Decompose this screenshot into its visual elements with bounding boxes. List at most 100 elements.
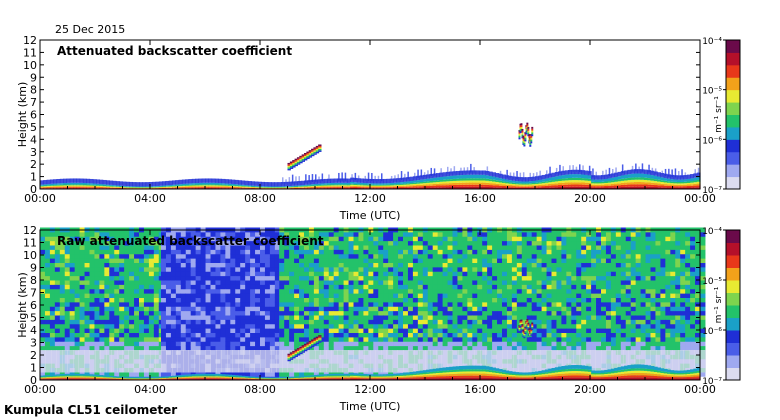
boundary-layer-cell <box>66 184 71 186</box>
noise-cell <box>467 249 473 255</box>
boundary-layer-cell <box>205 186 209 188</box>
noise-cell <box>129 271 135 277</box>
noise-cell <box>264 315 271 320</box>
boundary-layer-cell <box>502 178 506 182</box>
noise-cell <box>274 319 281 325</box>
noise-cell <box>109 280 115 285</box>
noise-cell <box>225 310 231 316</box>
cloud-cell <box>311 150 315 152</box>
noise-cell <box>442 288 449 294</box>
boundary-layer-cell <box>49 186 54 188</box>
boundary-layer-cell <box>73 182 77 185</box>
boundary-layer-cell <box>228 186 232 188</box>
noise-cell <box>84 284 90 290</box>
boundary-layer-cell <box>383 184 388 186</box>
cloud-cell <box>526 124 529 127</box>
noise-cell <box>245 249 251 255</box>
noise-cell <box>457 341 463 347</box>
noise-cell <box>54 293 61 298</box>
noise-cell <box>215 297 221 303</box>
boundary-layer-cell <box>307 186 312 187</box>
noise-cell <box>368 297 374 303</box>
noise-cell <box>269 301 276 307</box>
boundary-layer-cell <box>442 185 447 188</box>
cloud-cell <box>287 167 291 169</box>
boundary-layer-cell <box>640 173 645 178</box>
noise-cell <box>457 249 463 255</box>
boundary-layer-cell <box>591 181 595 184</box>
noise-cell <box>260 336 266 342</box>
noise-cell <box>393 332 399 338</box>
noise-cell <box>134 258 140 263</box>
cloud-cell <box>318 144 322 146</box>
noise-cell <box>134 323 140 329</box>
noise-cell <box>40 345 46 351</box>
boundary-layer-cell <box>683 179 688 182</box>
noise-cell <box>235 345 241 351</box>
noise-cell <box>403 297 409 303</box>
boundary-layer-cell <box>670 184 675 187</box>
boundary-layer-cell <box>234 185 239 187</box>
noise-cell <box>104 245 110 250</box>
boundary-layer-cell <box>307 184 312 186</box>
noise-cell <box>437 280 444 285</box>
boundary-layer-cell <box>419 175 424 180</box>
noise-cell <box>139 275 145 281</box>
noise-cell <box>64 323 71 329</box>
noise-cell <box>250 336 256 342</box>
boundary-layer-cell <box>508 175 513 181</box>
boundary-layer-cell <box>132 186 137 188</box>
boundary-layer-cell <box>244 185 249 187</box>
noise-cell <box>388 284 394 290</box>
noise-cell <box>492 266 498 272</box>
noise-cell <box>220 323 226 329</box>
boundary-layer-cell <box>627 182 632 185</box>
boundary-layer-cell <box>601 181 605 184</box>
colorbar-swatch <box>726 114 740 128</box>
noise-cell <box>59 310 66 316</box>
noise-cell <box>274 249 281 255</box>
noise-cell <box>175 306 182 312</box>
boundary-layer-cell <box>277 186 282 188</box>
noise-cell <box>79 315 86 320</box>
noise-cell <box>407 249 414 255</box>
boundary-layer-cell <box>472 174 477 179</box>
noise-cell <box>452 253 458 259</box>
boundary-layer-cell <box>449 181 454 184</box>
noise-cell <box>84 328 90 333</box>
noise-cell <box>422 301 429 307</box>
noise-cell <box>412 271 419 277</box>
noise-cell <box>59 258 66 263</box>
noise-cell <box>353 271 359 277</box>
noise-cell <box>318 262 325 268</box>
noise-cell <box>69 328 76 333</box>
boundary-layer-cell <box>40 187 44 189</box>
noise-cell <box>255 319 261 325</box>
noise-cell <box>205 231 211 237</box>
noise-cell <box>230 231 236 237</box>
boundary-layer-cell <box>99 186 104 187</box>
boundary-layer-cell <box>610 185 615 188</box>
noise-cell <box>235 341 241 347</box>
noise-speck <box>678 171 680 178</box>
noise-cell <box>353 293 359 298</box>
cloud-cell <box>294 161 298 164</box>
boundary-layer-cell <box>558 187 562 189</box>
boundary-layer-cell <box>99 186 104 188</box>
noise-cell <box>148 297 155 303</box>
noise-cell <box>165 275 172 281</box>
boundary-layer-cell <box>535 183 539 186</box>
boundary-layer-cell <box>630 177 635 180</box>
noise-cell <box>230 275 236 281</box>
boundary-layer-cell <box>304 184 308 186</box>
noise-cell <box>294 262 300 268</box>
noise-cell <box>393 253 399 259</box>
noise-cell <box>190 253 197 259</box>
boundary-layer-cell <box>152 181 157 187</box>
noise-cell <box>129 315 135 320</box>
boundary-layer-cell <box>436 182 440 184</box>
noise-cell <box>170 315 177 320</box>
noise-cell <box>274 231 281 237</box>
noise-cell <box>114 345 120 351</box>
noise-cell <box>235 245 241 250</box>
